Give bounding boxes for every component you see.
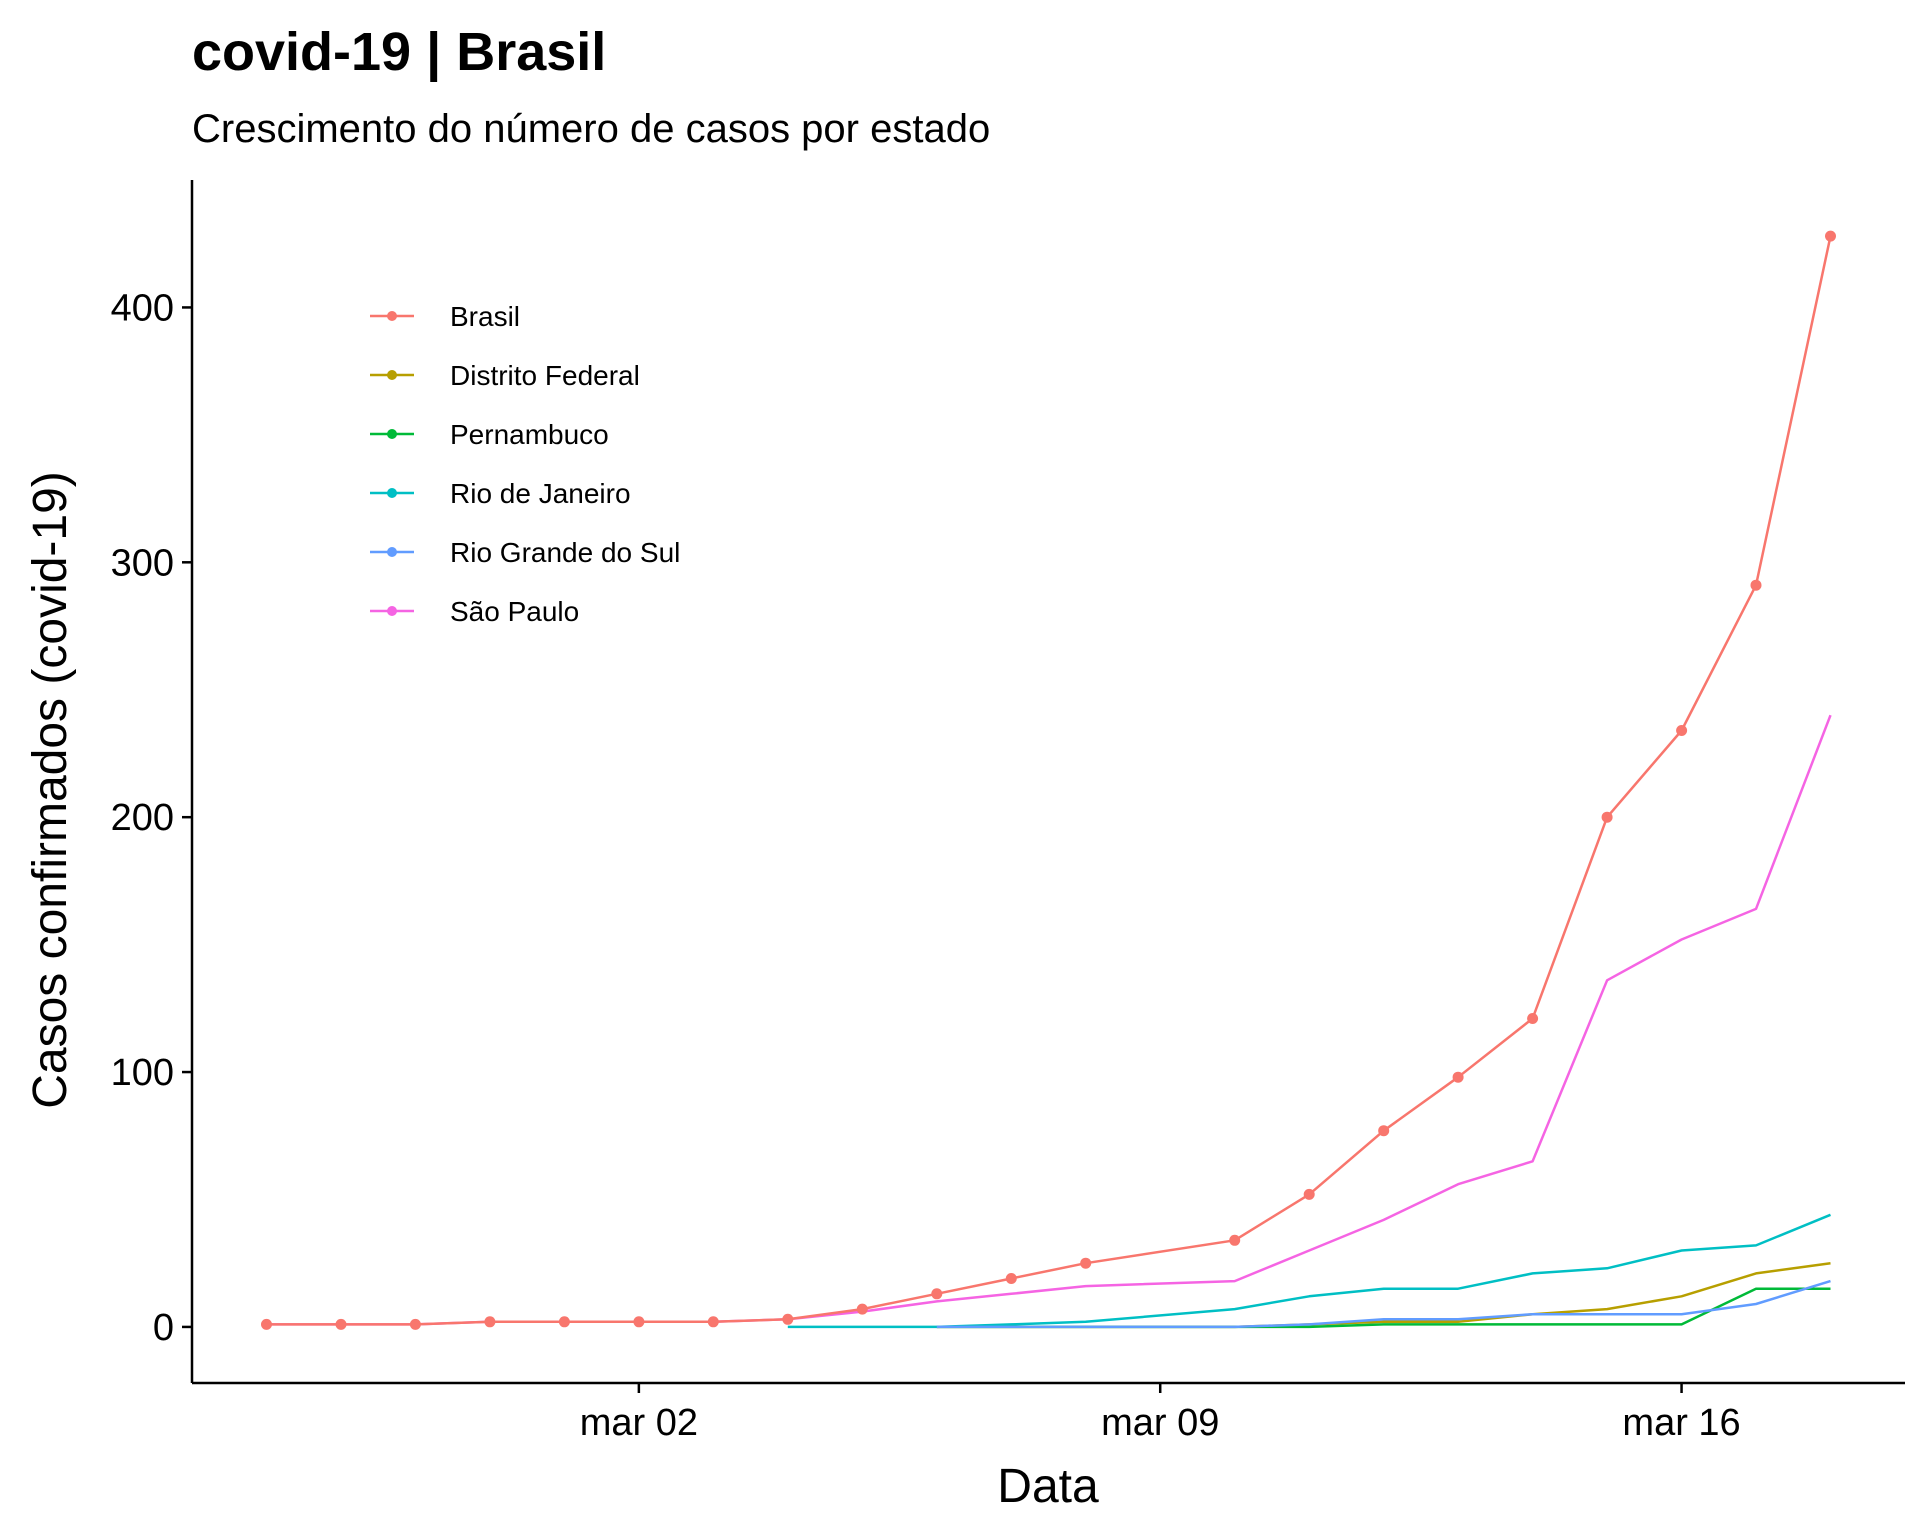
legend-label: Rio Grande do Sul (450, 537, 680, 568)
legend-key-point (387, 311, 397, 321)
data-point (931, 1288, 943, 1300)
y-tick-label: 200 (111, 797, 174, 839)
series-line-rio-de-janeiro (787, 1213, 1831, 1329)
series-line-brasil (266, 235, 1832, 1326)
legend-label: Pernambuco (450, 419, 609, 450)
legend-label: Rio de Janeiro (450, 478, 631, 509)
legend: Brasil Distrito Federal Pernambuco Rio de J… (370, 301, 680, 627)
data-point (1527, 1013, 1539, 1024)
data-point (633, 1316, 645, 1328)
legend-item: Distrito Federal (370, 360, 640, 391)
legend-label: Brasil (450, 301, 520, 332)
legend-key-point (387, 370, 397, 380)
data-point (558, 1316, 570, 1328)
legend-item: Pernambuco (370, 419, 609, 450)
data-point (1229, 1234, 1241, 1246)
y-tick-label: 400 (111, 287, 174, 329)
data-point (484, 1316, 496, 1328)
legend-label: Distrito Federal (450, 360, 640, 391)
chart-subtitle: Crescimento do número de casos por estad… (192, 107, 990, 151)
data-point (707, 1316, 719, 1328)
legend-label: São Paulo (450, 596, 579, 627)
data-point (856, 1303, 868, 1315)
chart-title: covid-19 | Brasil (192, 22, 606, 83)
legend-item: Rio de Janeiro (370, 478, 631, 509)
data-point (1005, 1273, 1017, 1284)
data-point (1378, 1125, 1390, 1137)
data-point (782, 1313, 794, 1325)
y-tick-label: 300 (111, 542, 174, 584)
legend-key-point (387, 547, 397, 557)
legend-key-point (387, 429, 397, 439)
data-point (1601, 811, 1613, 823)
y-axis-title: Casos confirmados (covid-19) (24, 471, 77, 1109)
plot-area (261, 230, 1836, 1330)
data-point (1750, 579, 1762, 591)
x-axis-title: Data (997, 1460, 1099, 1513)
legend-key-point (387, 488, 397, 498)
x-tick-label: mar 02 (580, 1402, 698, 1444)
legend-item: São Paulo (370, 596, 579, 627)
series-line-rio-grande-do-sul (936, 1279, 1831, 1329)
data-point (1452, 1071, 1464, 1083)
x-tick-label: mar 09 (1101, 1402, 1219, 1444)
data-point (1080, 1257, 1092, 1269)
axes: 0 100 200 300 400 mar 02 mar 09 mar 16 (111, 180, 1905, 1444)
legend-item: Brasil (370, 301, 520, 332)
data-point (1676, 725, 1688, 736)
data-point (1825, 230, 1836, 242)
data-point (409, 1318, 421, 1330)
legend-key-point (387, 606, 397, 616)
y-tick-label: 0 (153, 1307, 174, 1349)
data-point (261, 1318, 272, 1330)
legend-item: Rio Grande do Sul (370, 537, 680, 568)
y-tick-label: 100 (111, 1052, 174, 1094)
data-point (335, 1318, 347, 1330)
data-point (1303, 1188, 1315, 1200)
x-tick-label: mar 16 (1622, 1402, 1740, 1444)
series-line-s-o-paulo (266, 714, 1832, 1326)
